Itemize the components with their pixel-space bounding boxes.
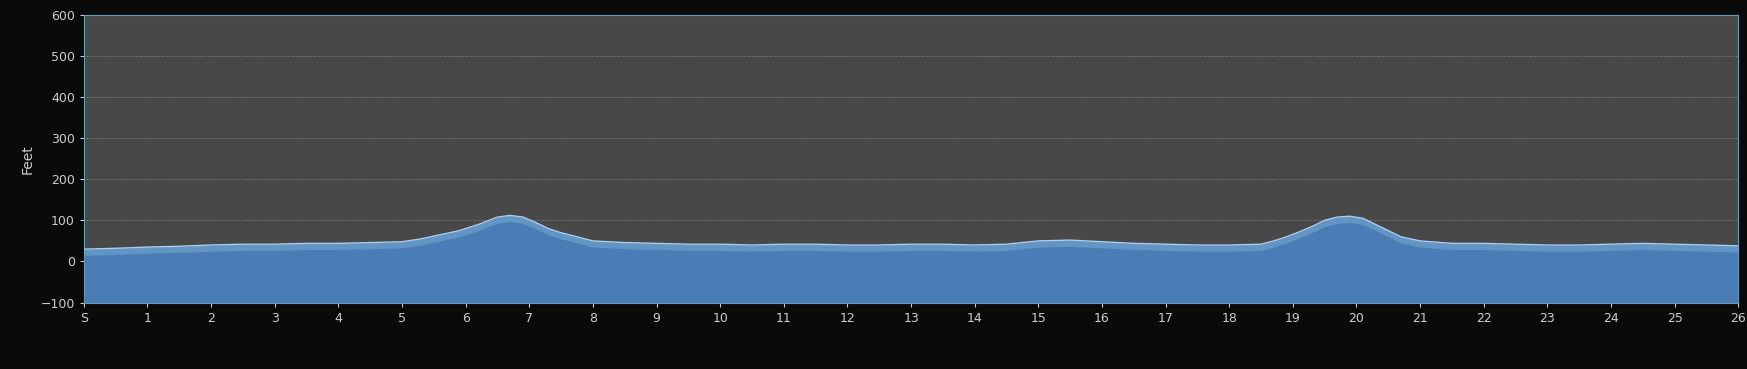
Y-axis label: Feet: Feet <box>21 144 35 173</box>
